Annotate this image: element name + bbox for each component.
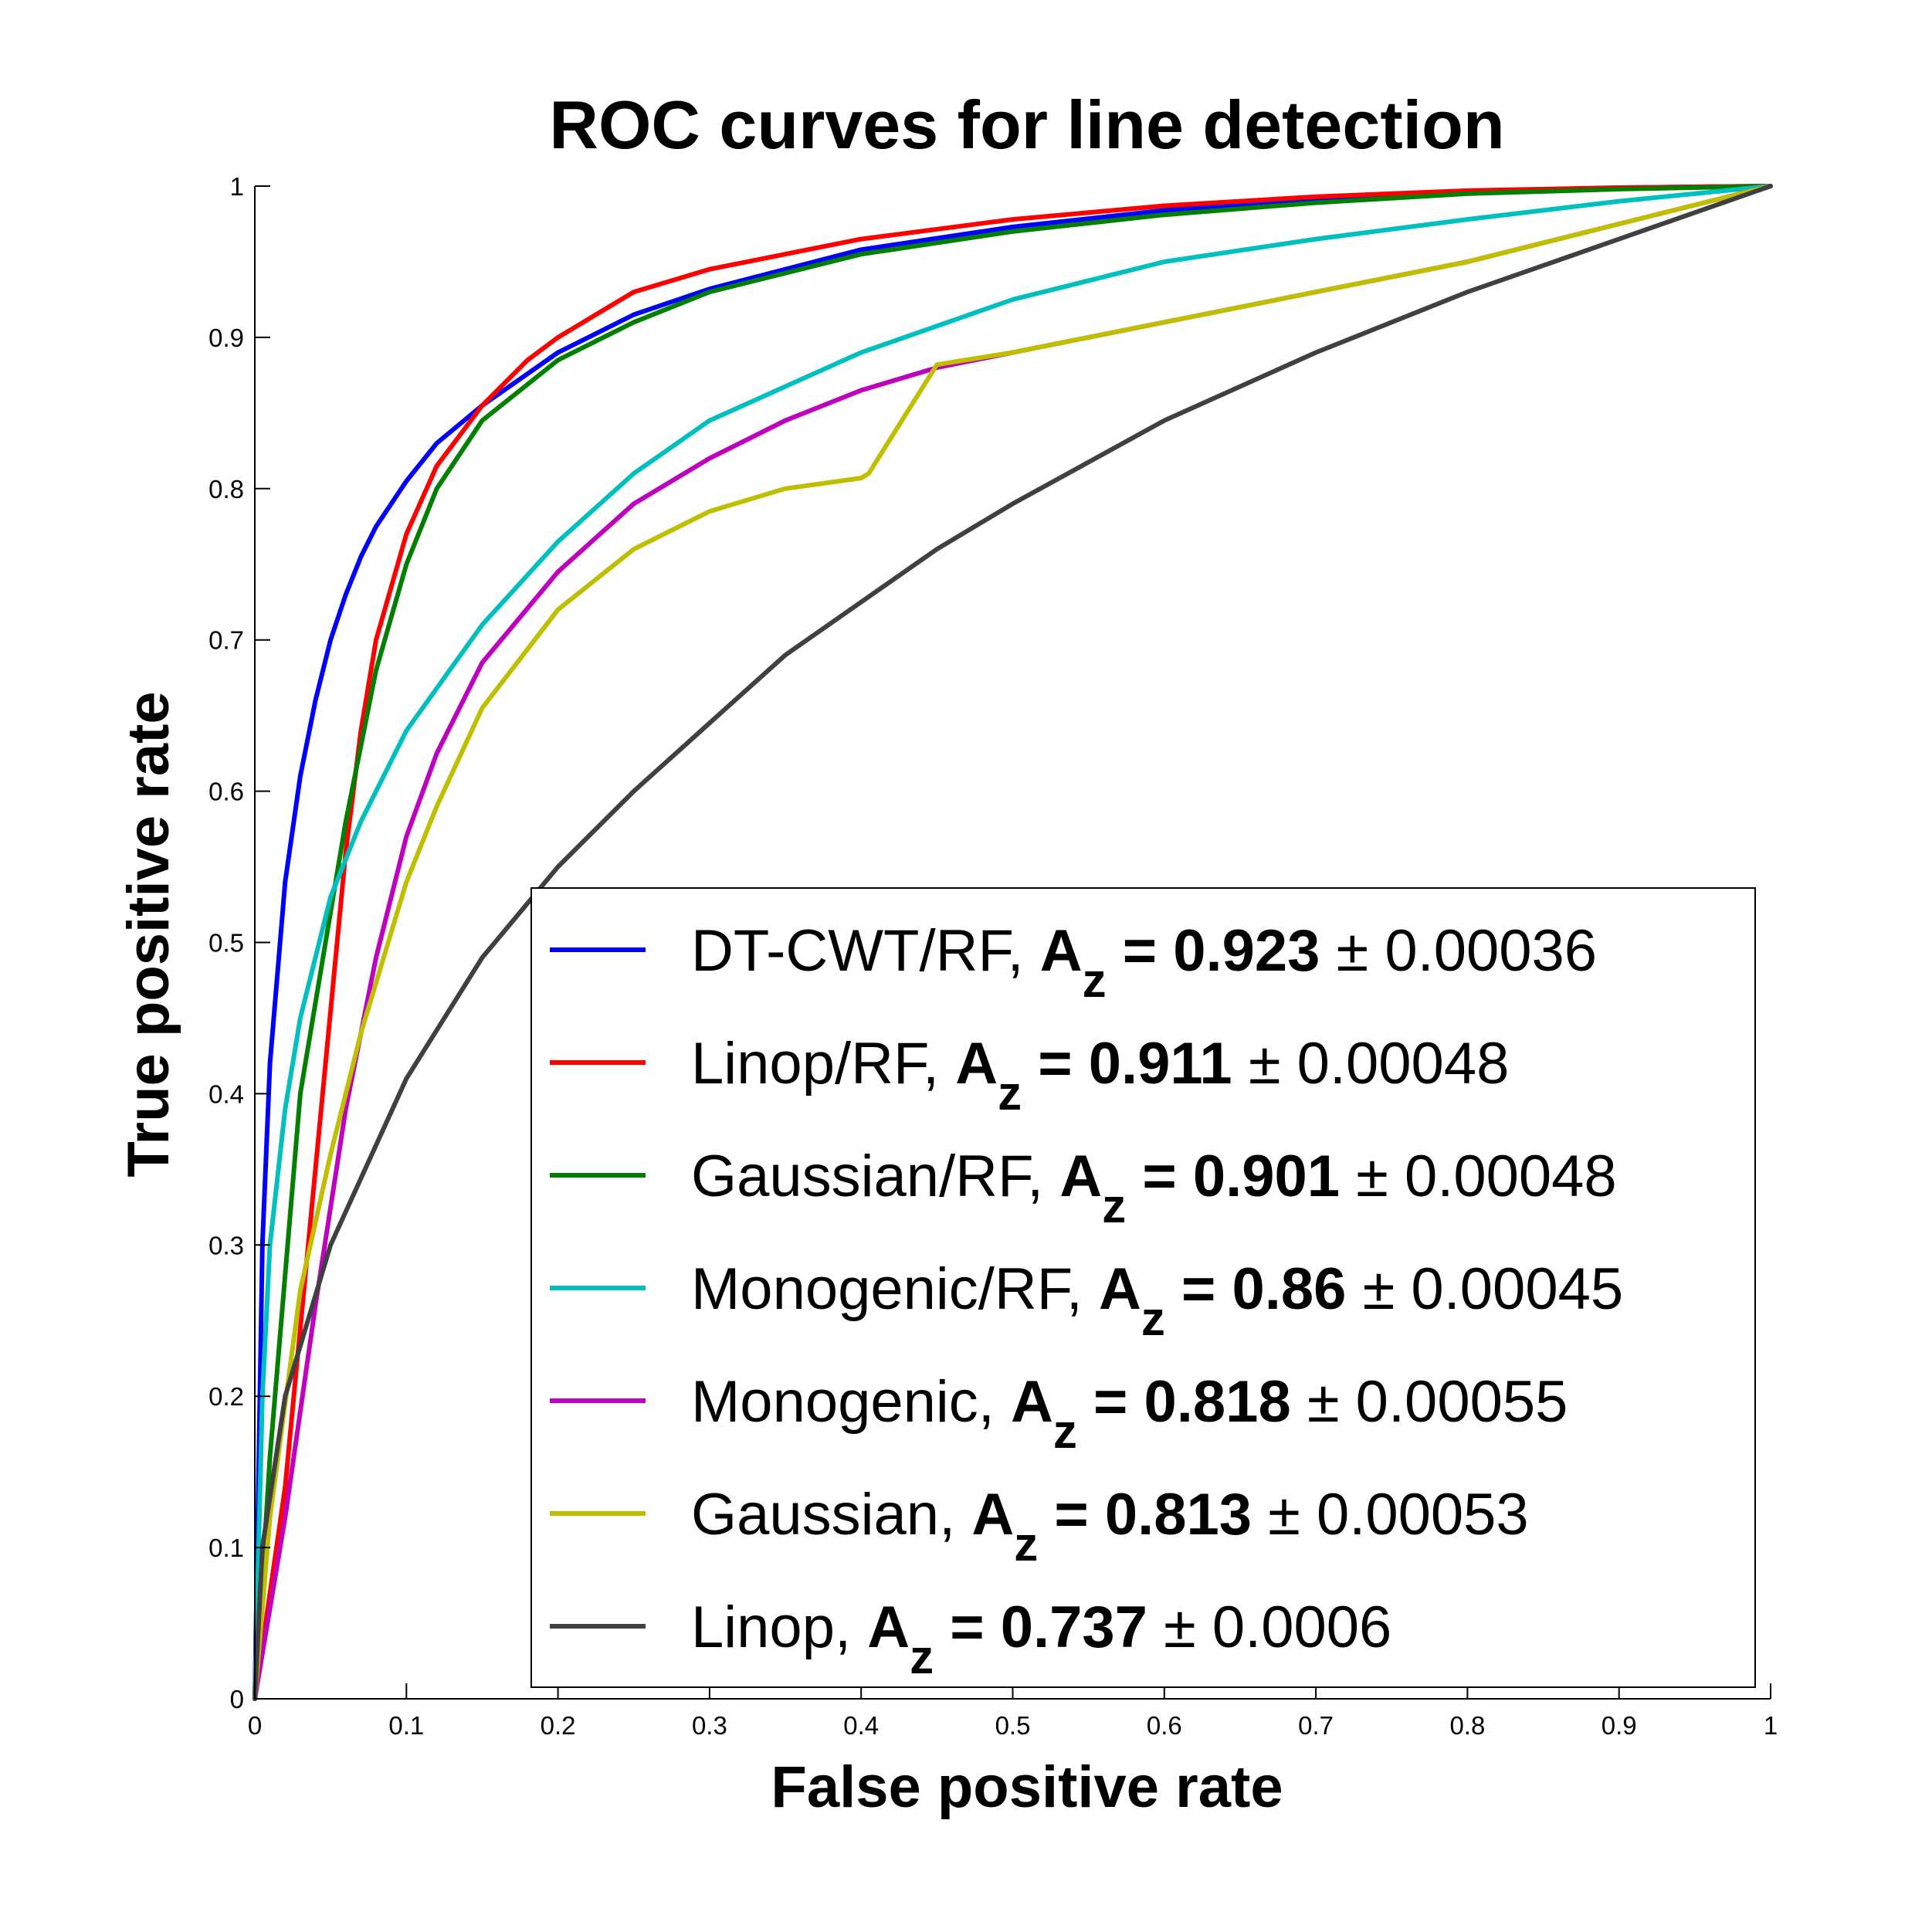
axes-layer: 0 0.1 0.2 0.3 0.4 0.5 0.6 0.7 0.8 0.9 1 0 0.1 0.2 0.3 0…	[208, 172, 1778, 1740]
legend-az-symbol: A	[867, 1595, 910, 1660]
chart-title: ROC curves for line detection	[549, 86, 1504, 163]
y-tick-label: 0.4	[208, 1080, 244, 1108]
legend-series-name: Monogenic/RF,	[691, 1256, 1099, 1322]
x-tick-label: 0.7	[1298, 1711, 1334, 1740]
legend-box	[530, 887, 1756, 1688]
legend-entry-gaussian: Gaussian, Az = 0.813 ± 0.00053	[691, 1482, 1529, 1571]
legend-uncertainty: ± 0.00048	[1249, 1031, 1510, 1096]
legend-az-value: = 0.818	[1077, 1369, 1307, 1435]
x-tick-label: 0.1	[388, 1711, 424, 1740]
legend-entry-monogenic: Monogenic, Az = 0.818 ± 0.00055	[691, 1369, 1568, 1459]
legend: DT-CWT/RF, Az = 0.923 ± 0.00036 Linop/RF,…	[530, 887, 1756, 1688]
legend-az-value: = 0.901	[1126, 1144, 1356, 1209]
legend-series-name: Linop/RF,	[691, 1031, 955, 1096]
series-line-gaussian	[253, 184, 1773, 1701]
legend-az-subscript: z	[1141, 1293, 1165, 1346]
legend-az-value: = 0.86	[1165, 1256, 1363, 1322]
legend-az-symbol: A	[1011, 1369, 1053, 1435]
legend-series-name: DT-CWT/RF,	[691, 918, 1040, 984]
series-line-monogenic-rf	[253, 184, 1773, 1701]
legend-uncertainty: ± 0.0006	[1164, 1595, 1391, 1660]
legend-az-value: = 0.737	[934, 1595, 1164, 1660]
y-tick-label: 0.1	[208, 1534, 244, 1562]
x-tick-label: 0.4	[843, 1711, 879, 1740]
legend-uncertainty: ± 0.00053	[1268, 1482, 1529, 1547]
y-tick-label: 0.8	[208, 475, 244, 503]
series-line-dt-cwt-rf	[253, 184, 1773, 1701]
y-tick-label: 0.3	[208, 1231, 244, 1259]
legend-series-name: Linop,	[691, 1595, 867, 1660]
x-tick-label: 0.9	[1602, 1711, 1637, 1740]
x-tick-label: 0.3	[692, 1711, 727, 1740]
legend-az-symbol: A	[955, 1031, 998, 1096]
legend-az-symbol: A	[1059, 1144, 1102, 1209]
legend-az-subscript: z	[1014, 1518, 1038, 1571]
legend-uncertainty: ± 0.00045	[1363, 1256, 1624, 1322]
x-axis-label: False positive rate	[771, 1754, 1283, 1820]
legend-entry-linop: Linop, Az = 0.737 ± 0.0006	[691, 1595, 1391, 1684]
series-line-linop	[253, 184, 1773, 1701]
legend-entry-gaussian-rf: Gaussian/RF, Az = 0.901 ± 0.00048	[691, 1144, 1617, 1233]
x-tick-label: 0.5	[995, 1711, 1031, 1740]
legend-uncertainty: ± 0.00055	[1307, 1369, 1568, 1435]
legend-az-subscript: z	[1053, 1405, 1077, 1459]
legend-az-symbol: A	[971, 1482, 1014, 1547]
legend-az-subscript: z	[1083, 954, 1107, 1008]
x-tick-label: 1	[1764, 1711, 1778, 1740]
y-tick-label: 0.5	[208, 929, 244, 958]
x-tick-label: 0.6	[1147, 1711, 1182, 1740]
legend-series-name: Gaussian,	[691, 1482, 971, 1547]
legend-series-name: Monogenic,	[691, 1369, 1011, 1435]
legend-az-symbol: A	[1040, 918, 1083, 984]
x-tick-label: 0.2	[541, 1711, 576, 1740]
legend-az-subscript: z	[1102, 1180, 1126, 1233]
legend-uncertainty: ± 0.00036	[1337, 918, 1598, 984]
y-tick-label: 0.9	[208, 324, 244, 352]
x-tick-label: 0	[248, 1711, 262, 1740]
legend-entry-linop-rf: Linop/RF, Az = 0.911 ± 0.00048	[691, 1031, 1509, 1120]
legend-az-value: = 0.813	[1038, 1482, 1268, 1547]
legend-az-symbol: A	[1099, 1256, 1141, 1322]
series-layer	[253, 184, 1773, 1701]
y-tick-label: 1	[230, 172, 244, 201]
x-tick-label: 0.8	[1449, 1711, 1485, 1740]
y-axis-label: True positive rate	[116, 691, 181, 1177]
series-line-linop-rf	[253, 184, 1773, 1701]
legend-series-name: Gaussian/RF,	[691, 1144, 1059, 1209]
legend-az-subscript: z	[910, 1631, 934, 1684]
y-tick-label: 0.6	[208, 778, 244, 806]
y-tick-label: 0.2	[208, 1382, 244, 1411]
legend-entry-dt-cwt-rf: DT-CWT/RF, Az = 0.923 ± 0.00036	[691, 918, 1597, 1008]
y-tick-label: 0	[230, 1685, 244, 1713]
y-tick-label: 0.7	[208, 626, 244, 655]
legend-az-value: = 0.911	[1022, 1031, 1249, 1096]
legend-entry-monogenic-rf: Monogenic/RF, Az = 0.86 ± 0.00045	[691, 1256, 1623, 1346]
series-line-gaussian-rf	[253, 184, 1773, 1701]
legend-az-subscript: z	[998, 1067, 1022, 1120]
legend-uncertainty: ± 0.00048	[1356, 1144, 1617, 1209]
legend-az-value: = 0.923	[1107, 918, 1337, 984]
